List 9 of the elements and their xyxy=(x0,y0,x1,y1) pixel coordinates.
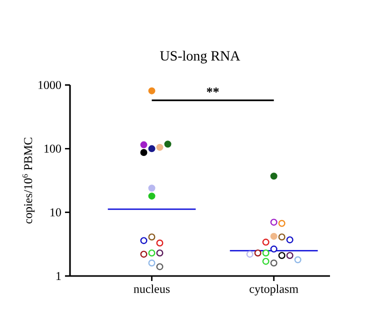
chart-title: US-long RNA xyxy=(160,50,240,64)
y-tick-label: 10 xyxy=(50,208,61,216)
annotation: ** xyxy=(206,88,219,92)
y-axis-title: copies/10$^{6}$ PBMC xyxy=(22,138,35,224)
y-tick-label: 1000 xyxy=(38,80,61,90)
x-tick-label: cytoplasm xyxy=(250,284,298,296)
y-tick-label: 1 xyxy=(56,272,61,280)
x-tick-label: nucleus xyxy=(134,284,170,293)
y-tick-label: 100 xyxy=(44,144,61,153)
